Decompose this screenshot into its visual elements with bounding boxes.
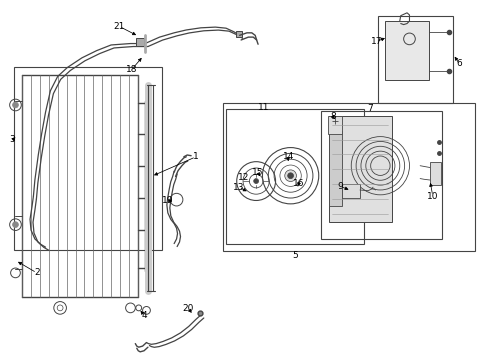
Bar bbox=[385, 21, 428, 80]
Circle shape bbox=[253, 179, 258, 184]
Bar bbox=[341, 184, 359, 198]
Text: 21: 21 bbox=[113, 22, 125, 31]
Circle shape bbox=[287, 173, 293, 179]
Text: 3: 3 bbox=[10, 135, 16, 144]
Text: 7: 7 bbox=[366, 104, 372, 113]
Text: 10: 10 bbox=[426, 192, 438, 201]
Text: 11: 11 bbox=[258, 103, 269, 112]
Text: 8: 8 bbox=[329, 112, 335, 121]
Text: 19: 19 bbox=[162, 196, 173, 205]
Bar bbox=[329, 131, 341, 206]
Text: 4: 4 bbox=[142, 311, 147, 320]
Text: 9: 9 bbox=[337, 182, 343, 191]
Text: 17: 17 bbox=[370, 37, 382, 46]
Bar bbox=[225, 109, 364, 244]
Circle shape bbox=[13, 102, 19, 108]
Text: 13: 13 bbox=[232, 183, 244, 192]
Bar bbox=[321, 111, 442, 239]
Text: 6: 6 bbox=[456, 59, 461, 68]
Bar bbox=[329, 116, 392, 222]
Bar bbox=[14, 67, 162, 249]
Text: 14: 14 bbox=[282, 152, 293, 161]
Circle shape bbox=[13, 222, 19, 228]
Text: 18: 18 bbox=[126, 65, 138, 74]
Bar bbox=[222, 103, 474, 251]
Text: 12: 12 bbox=[237, 173, 249, 182]
Text: 16: 16 bbox=[292, 179, 304, 188]
Text: 2: 2 bbox=[34, 268, 40, 277]
Text: 20: 20 bbox=[182, 304, 194, 313]
Bar bbox=[377, 16, 452, 103]
Circle shape bbox=[284, 170, 296, 181]
Text: 1: 1 bbox=[193, 152, 199, 161]
Bar bbox=[429, 162, 440, 185]
Bar bbox=[327, 116, 341, 134]
Text: 5: 5 bbox=[292, 251, 298, 260]
Text: 15: 15 bbox=[252, 168, 264, 177]
